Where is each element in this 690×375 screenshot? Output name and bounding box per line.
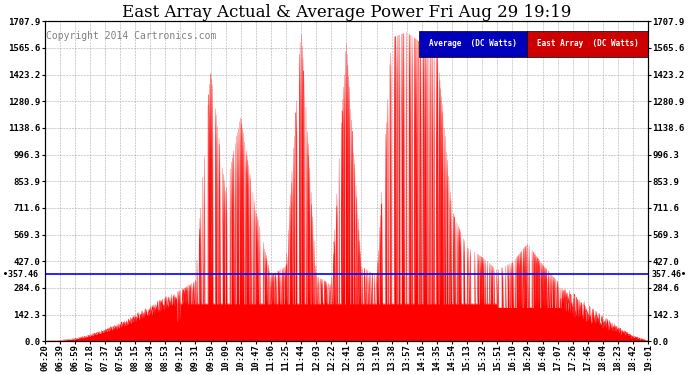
Text: 357.46•: 357.46• [651, 270, 686, 279]
Text: Copyright 2014 Cartronics.com: Copyright 2014 Cartronics.com [46, 31, 216, 41]
Text: East Array  (DC Watts): East Array (DC Watts) [537, 39, 639, 48]
Text: •357.46: •357.46 [3, 270, 39, 279]
FancyBboxPatch shape [419, 31, 527, 57]
Text: Average  (DC Watts): Average (DC Watts) [429, 39, 517, 48]
Title: East Array Actual & Average Power Fri Aug 29 19:19: East Array Actual & Average Power Fri Au… [121, 4, 571, 21]
FancyBboxPatch shape [527, 31, 648, 57]
